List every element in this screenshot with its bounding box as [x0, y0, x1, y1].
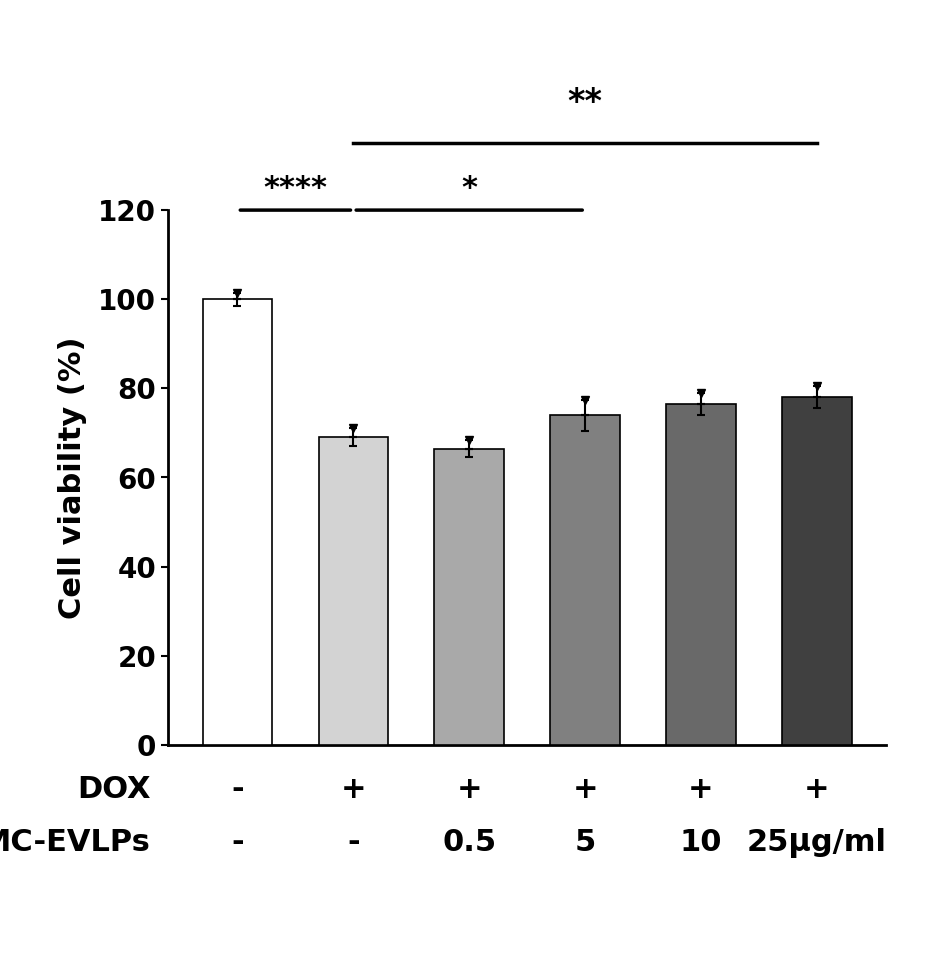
Text: -: - — [231, 775, 244, 804]
Text: 0.5: 0.5 — [442, 828, 496, 858]
Y-axis label: Cell viability (%): Cell viability (%) — [58, 336, 87, 619]
Bar — [202, 299, 272, 745]
Text: MC-EVLPs: MC-EVLPs — [0, 828, 150, 858]
Text: 25μg/ml: 25μg/ml — [746, 828, 887, 858]
Text: +: + — [456, 775, 482, 804]
Text: +: + — [341, 775, 366, 804]
Text: 5: 5 — [575, 828, 595, 858]
Text: +: + — [689, 775, 714, 804]
Text: 10: 10 — [680, 828, 722, 858]
Bar — [435, 449, 504, 745]
Bar — [782, 397, 852, 745]
Text: **: ** — [567, 86, 603, 119]
Text: *: * — [461, 175, 477, 203]
Text: -: - — [231, 828, 244, 858]
Text: -: - — [347, 828, 359, 858]
Text: +: + — [804, 775, 829, 804]
Bar — [666, 404, 736, 745]
Bar — [318, 437, 388, 745]
Text: DOX: DOX — [77, 775, 150, 804]
Text: +: + — [572, 775, 598, 804]
Text: ****: **** — [263, 175, 327, 203]
Bar — [550, 415, 620, 745]
